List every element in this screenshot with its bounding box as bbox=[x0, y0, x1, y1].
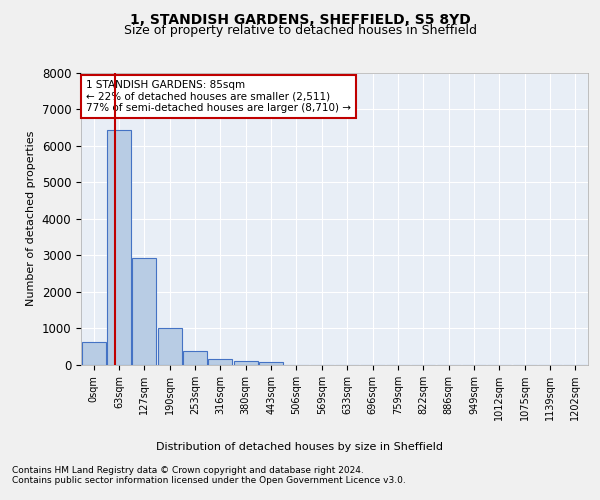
Y-axis label: Number of detached properties: Number of detached properties bbox=[26, 131, 36, 306]
Bar bbox=[107, 130, 131, 365]
Bar bbox=[259, 362, 283, 365]
Bar bbox=[234, 362, 258, 365]
Bar bbox=[183, 352, 207, 365]
Text: Contains public sector information licensed under the Open Government Licence v3: Contains public sector information licen… bbox=[12, 476, 406, 485]
Text: Size of property relative to detached houses in Sheffield: Size of property relative to detached ho… bbox=[124, 24, 476, 37]
Text: 1 STANDISH GARDENS: 85sqm
← 22% of detached houses are smaller (2,511)
77% of se: 1 STANDISH GARDENS: 85sqm ← 22% of detac… bbox=[86, 80, 351, 113]
Bar bbox=[133, 258, 157, 365]
Text: Distribution of detached houses by size in Sheffield: Distribution of detached houses by size … bbox=[157, 442, 443, 452]
Bar bbox=[158, 328, 182, 365]
Bar bbox=[208, 358, 232, 365]
Text: 1, STANDISH GARDENS, SHEFFIELD, S5 8YD: 1, STANDISH GARDENS, SHEFFIELD, S5 8YD bbox=[130, 12, 470, 26]
Bar bbox=[82, 342, 106, 365]
Text: Contains HM Land Registry data © Crown copyright and database right 2024.: Contains HM Land Registry data © Crown c… bbox=[12, 466, 364, 475]
